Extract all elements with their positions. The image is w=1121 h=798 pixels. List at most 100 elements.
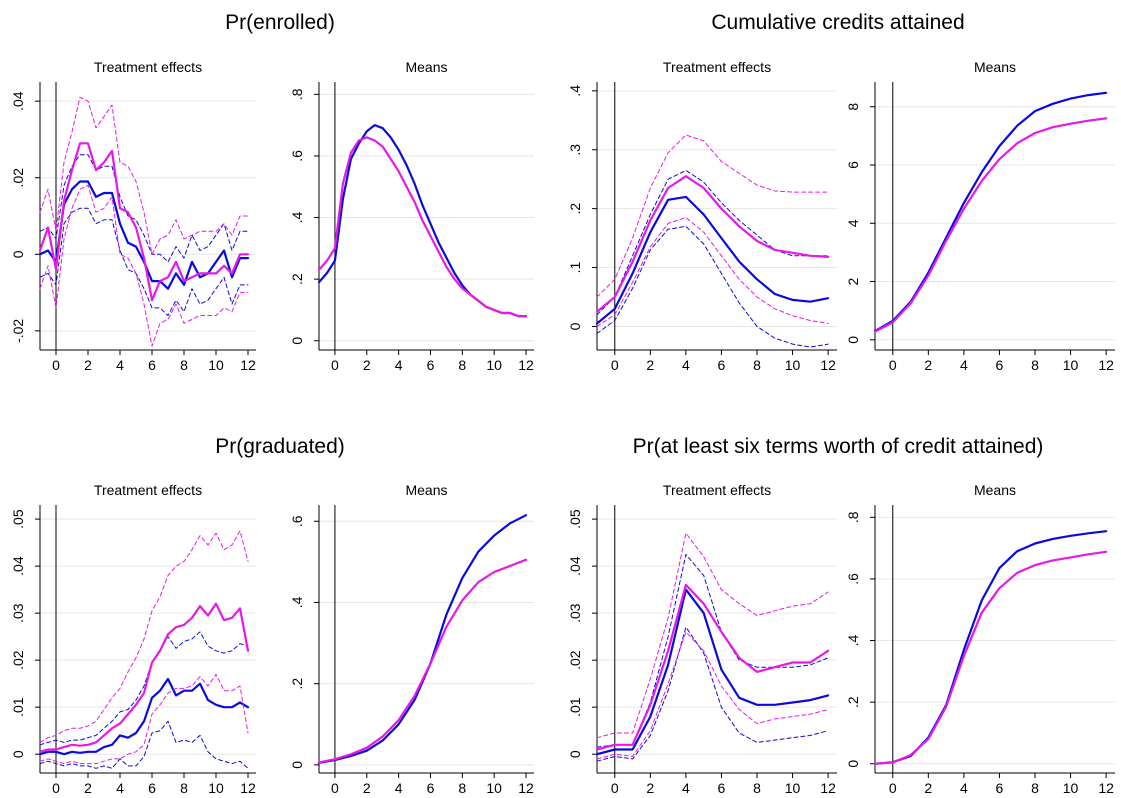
y-tick-label: .4 [289,211,305,223]
x-tick-label: 4 [960,357,968,373]
x-tick-label: 6 [148,357,156,373]
series-line-blue-ci [39,720,249,769]
y-tick-label: .3 [567,144,583,156]
x-tick-label: 8 [458,357,466,373]
x-tick-label: 6 [427,357,435,373]
series-line-blue-ci [39,207,249,316]
x-tick-label: 4 [395,357,403,373]
panels: Treatment effects -.02 0 .02 .04 0 2 4 6 8 10 12 Mea… [10,59,1115,796]
series-line-blue [38,677,250,756]
panel-title: Means [405,59,447,75]
panel-0: Treatment effects -.02 0 .02 .04 0 2 4 6 8 10 12 [10,59,256,373]
series-line-magenta-ci [39,530,249,743]
x-tick-label: 2 [84,780,92,796]
x-tick-label: 2 [924,780,932,796]
x-tick-label: 0 [611,780,619,796]
panel-3: Means 0 2 4 6 8 0 2 4 6 8 10 12 [845,59,1115,373]
x-tick-label: 2 [646,780,654,796]
x-tick-label: 8 [180,357,188,373]
y-tick-label: .4 [289,596,305,608]
series-line-magenta [38,142,250,302]
x-tick-label: 0 [331,780,339,796]
x-tick-label: 12 [820,357,836,373]
series-line-blue [873,530,1108,765]
x-tick-label: 6 [718,780,726,796]
y-tick-label: .04 [10,556,26,576]
group-title-enrolled: Pr(enrolled) [225,11,335,34]
x-tick-label: 12 [518,357,534,373]
series-line-magenta [38,602,250,753]
series-line-magenta-ci [596,217,829,327]
y-tick-label: .01 [10,697,26,717]
y-tick-label: .8 [845,511,861,523]
panel-title: Means [974,482,1016,498]
series-line-magenta [873,550,1108,765]
x-tick-label: 8 [1031,780,1039,796]
y-tick-label: .2 [289,273,305,285]
x-tick-label: 2 [84,357,92,373]
y-tick-label: .8 [289,88,305,100]
panel-title: Treatment effects [663,482,771,498]
panel-title: Treatment effects [94,59,202,75]
y-tick-label: .2 [289,678,305,690]
y-tick-label: .05 [10,509,26,529]
group-title-credits: Cumulative credits attained [711,11,964,34]
series-line-magenta-ci [596,134,829,298]
x-tick-label: 0 [52,357,60,373]
y-tick-label: 0 [567,750,583,758]
x-tick-label: 2 [363,780,371,796]
x-tick-label: 10 [486,780,502,796]
y-tick-label: .6 [289,150,305,162]
group-title-graduated: Pr(graduated) [215,435,345,458]
y-tick-label: .4 [567,85,583,97]
x-tick-label: 4 [395,780,403,796]
x-tick-label: 0 [52,780,60,796]
y-tick-label: 2 [845,277,861,285]
x-tick-label: 2 [363,357,371,373]
y-tick-label: 0 [845,336,861,344]
series-line-blue-ci [39,154,249,263]
x-tick-label: 4 [116,780,124,796]
y-tick-label: .02 [10,650,26,670]
series-line-magenta-ci [596,631,829,760]
x-tick-label: 6 [718,357,726,373]
x-tick-label: 10 [1063,780,1079,796]
series-line-magenta [873,117,1108,333]
x-tick-label: 0 [889,357,897,373]
x-tick-label: 12 [240,780,256,796]
x-tick-label: 2 [924,357,932,373]
series-line-magenta [595,583,830,751]
y-tick-label: .2 [567,203,583,215]
x-tick-label: 10 [486,357,502,373]
x-tick-label: 12 [240,357,256,373]
series-line-magenta-ci [39,184,249,347]
series-line-blue-ci [39,631,249,746]
y-tick-label: 0 [10,250,26,258]
x-tick-label: 10 [208,357,224,373]
panel-title: Means [974,59,1016,75]
panel-7: Means 0 .2 .4 .6 .8 0 2 4 6 8 10 12 [845,482,1115,796]
y-tick-label: .01 [567,697,583,717]
x-tick-label: 10 [785,357,801,373]
y-tick-label: .03 [567,603,583,623]
series-line-magenta [595,175,830,313]
y-tick-label: 0 [567,322,583,330]
panel-4: Treatment effects 0 .01 .02 .03 .04 .05 0 2 4 6 8 10… [10,482,256,796]
x-tick-label: 4 [960,780,968,796]
y-tick-label: .02 [10,168,26,188]
series-line-blue [873,91,1108,333]
panel-5: Means 0 .2 .4 .6 0 2 4 6 8 10 12 [289,482,534,796]
y-tick-label: -.02 [10,319,26,343]
x-tick-label: 10 [785,780,801,796]
series-line-magenta-ci [39,673,249,765]
y-tick-label: 0 [289,761,305,769]
y-tick-label: .6 [845,573,861,585]
x-tick-label: 12 [820,780,836,796]
x-tick-label: 4 [682,357,690,373]
series-line-blue [595,195,830,325]
x-tick-label: 12 [518,780,534,796]
series-line-blue-ci [596,553,829,748]
series-line-blue-ci [596,626,829,762]
y-tick-label: .04 [567,556,583,576]
series-line-magenta-ci [39,96,249,255]
